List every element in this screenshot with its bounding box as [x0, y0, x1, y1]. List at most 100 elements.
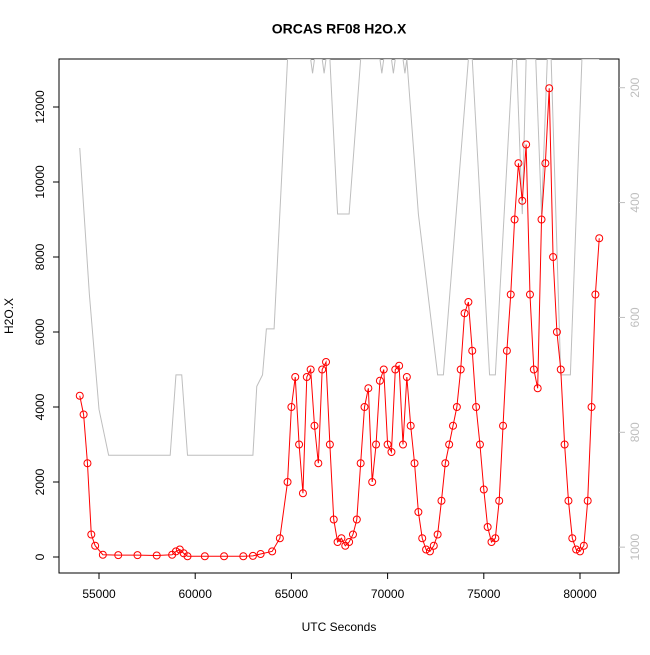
- y-tick-label: 4000: [33, 393, 47, 420]
- data-point: [379, 365, 388, 374]
- series-line: [79, 59, 600, 456]
- data-point: [472, 402, 481, 411]
- data-point: [568, 534, 577, 543]
- data-point: [449, 421, 458, 430]
- data-point: [522, 140, 531, 149]
- data-point: [564, 496, 573, 505]
- y-tick-label: 10000: [33, 165, 47, 199]
- data-point: [475, 440, 484, 449]
- data-point: [483, 522, 492, 531]
- data-point: [533, 384, 542, 393]
- data-point: [87, 530, 96, 539]
- data-point: [506, 290, 515, 299]
- data-point: [464, 297, 473, 306]
- data-point: [537, 215, 546, 224]
- data-point: [552, 327, 561, 336]
- data-point: [306, 365, 315, 374]
- data-point: [283, 477, 292, 486]
- data-point: [545, 84, 554, 93]
- data-point: [83, 459, 92, 468]
- data-point: [479, 485, 488, 494]
- data-point: [98, 550, 107, 559]
- data-point: [514, 159, 523, 168]
- data-point: [583, 496, 592, 505]
- y2-tick-label: 1000: [628, 533, 642, 560]
- data-point: [352, 515, 361, 524]
- data-point: [510, 215, 519, 224]
- data-point: [460, 309, 469, 318]
- data-point: [495, 496, 504, 505]
- data-point: [75, 391, 84, 400]
- x-tick-label: 60000: [179, 587, 213, 601]
- data-point: [171, 547, 180, 556]
- data-point: [364, 384, 373, 393]
- y-tick-label: 6000: [33, 318, 47, 345]
- data-point: [183, 552, 192, 561]
- data-point: [360, 402, 369, 411]
- data-point: [418, 534, 427, 543]
- data-point: [291, 372, 300, 381]
- data-point: [591, 290, 600, 299]
- y-tick-label: 2000: [33, 468, 47, 495]
- data-point: [395, 361, 404, 370]
- data-point: [337, 534, 346, 543]
- data-point: [372, 440, 381, 449]
- data-point: [576, 547, 585, 556]
- data-point: [310, 421, 319, 430]
- plot-area: [75, 59, 604, 561]
- data-point: [387, 447, 396, 456]
- data-point: [556, 365, 565, 374]
- y2-tick-label: 800: [628, 422, 642, 442]
- y-axis-label: H2O.X: [2, 298, 16, 334]
- data-point: [525, 290, 534, 299]
- x-axis-label: UTC Seconds: [302, 620, 377, 634]
- data-point: [345, 537, 354, 546]
- series-line: [79, 88, 600, 557]
- data-point: [329, 515, 338, 524]
- data-point: [499, 421, 508, 430]
- data-point: [410, 459, 419, 468]
- plot-frame: [58, 58, 620, 574]
- data-point: [529, 365, 538, 374]
- data-point: [549, 252, 558, 261]
- data-point: [200, 552, 209, 561]
- data-point: [287, 402, 296, 411]
- data-point: [256, 549, 265, 558]
- data-point: [572, 545, 581, 554]
- data-point: [133, 551, 142, 560]
- data-point: [375, 376, 384, 385]
- data-point: [91, 541, 100, 550]
- data-point: [114, 551, 123, 560]
- data-point: [452, 402, 461, 411]
- data-point: [402, 372, 411, 381]
- data-point: [322, 357, 331, 366]
- data-point: [152, 551, 161, 560]
- y-tick-label: 8000: [33, 243, 47, 270]
- data-point: [518, 196, 527, 205]
- data-point: [429, 541, 438, 550]
- data-point: [314, 459, 323, 468]
- x-tick-label: 55000: [82, 587, 116, 601]
- data-point: [398, 440, 407, 449]
- x-tick-label: 65000: [275, 587, 309, 601]
- data-point: [414, 507, 423, 516]
- data-point: [433, 530, 442, 539]
- x-tick-label: 75000: [467, 587, 501, 601]
- data-point: [579, 541, 588, 550]
- data-point: [437, 496, 446, 505]
- chart-title: ORCAS RF08 H2O.X: [272, 21, 407, 37]
- data-point: [79, 410, 88, 419]
- data-point: [275, 534, 284, 543]
- data-point: [595, 234, 604, 243]
- data-point: [383, 440, 392, 449]
- data-point: [220, 552, 229, 561]
- data-point: [425, 547, 434, 556]
- y-tick-label: 0: [33, 553, 47, 560]
- data-point: [541, 159, 550, 168]
- y2-tick-label: 400: [628, 192, 642, 212]
- data-point: [456, 365, 465, 374]
- data-point: [298, 489, 307, 498]
- data-point: [356, 459, 365, 468]
- data-point: [368, 477, 377, 486]
